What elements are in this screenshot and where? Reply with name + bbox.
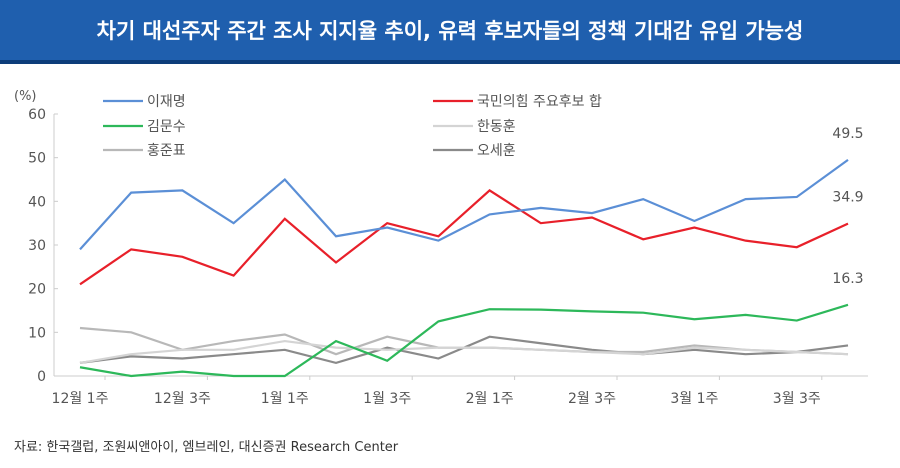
x-tick-label: 3월 3주 — [773, 391, 821, 407]
line-chart: (%) 0 10 20 30 40 50 60 12월 1주 12월 3주 1월 1주 1월 3주 2월… — [14, 89, 868, 407]
series-line-1 — [79, 189, 849, 286]
y-tick-label: 50 — [28, 151, 46, 167]
y-tick-label: 40 — [28, 194, 46, 210]
series-line-0 — [79, 158, 849, 251]
x-tick-label: 1월 1주 — [261, 391, 309, 407]
source-note: 자료: 한국갤럽, 조원씨앤아이, 엠브레인, 대신증권 Research Ce… — [14, 440, 399, 455]
legend-label: 한동훈 — [477, 119, 516, 135]
y-tick-label: 20 — [28, 282, 46, 298]
y-tick-label: 10 — [28, 325, 46, 341]
x-tick-label: 1월 3주 — [363, 391, 411, 407]
y-tick-label: 0 — [37, 369, 46, 385]
chart-title: 차기 대선주자 주간 조사 지지율 추이, 유력 후보자들의 정책 기대감 유입… — [0, 0, 900, 64]
x-tick-label: 12월 1주 — [52, 391, 109, 407]
series-line-3 — [79, 339, 849, 364]
x-tick-label: 2월 3주 — [568, 391, 616, 407]
y-axis-label: (%) — [14, 89, 37, 104]
end-data-label: 16.3 — [832, 271, 863, 287]
end-data-label: 34.9 — [832, 190, 863, 206]
y-tick-label: 60 — [28, 107, 46, 123]
legend-label: 김문수 — [147, 119, 186, 135]
x-tick-label: 2월 1주 — [466, 391, 514, 407]
y-tick-label: 30 — [28, 238, 46, 254]
legend-label: 이재명 — [147, 94, 186, 110]
legend-label: 홍준표 — [147, 143, 186, 159]
series-line-2 — [79, 303, 849, 378]
legend-label: 국민의힘 주요후보 합 — [477, 94, 602, 110]
x-tick-label: 3월 1주 — [670, 391, 718, 407]
legend-label: 오세훈 — [477, 143, 516, 159]
x-tick-label: 12월 3주 — [154, 391, 211, 407]
end-data-label: 49.5 — [832, 126, 863, 142]
